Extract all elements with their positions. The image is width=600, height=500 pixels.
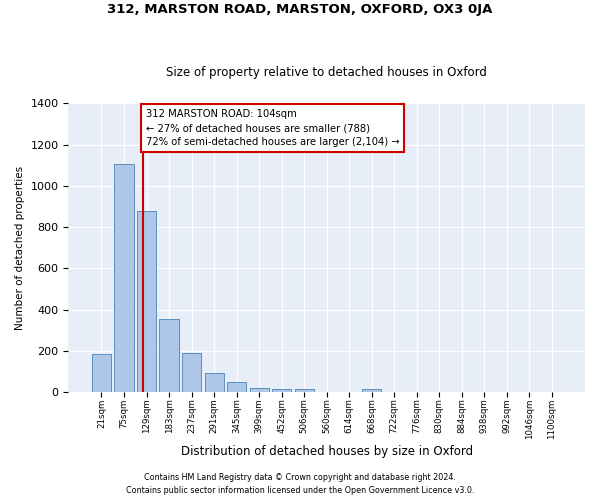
Bar — [182, 353, 201, 393]
Bar — [115, 164, 134, 392]
Bar — [137, 210, 156, 392]
Title: Size of property relative to detached houses in Oxford: Size of property relative to detached ho… — [166, 66, 487, 78]
Text: 312 MARSTON ROAD: 104sqm
← 27% of detached houses are smaller (788)
72% of semi-: 312 MARSTON ROAD: 104sqm ← 27% of detach… — [146, 110, 400, 148]
Bar — [92, 354, 111, 393]
Text: Contains HM Land Registry data © Crown copyright and database right 2024.
Contai: Contains HM Land Registry data © Crown c… — [126, 474, 474, 495]
Bar — [362, 389, 382, 392]
Bar — [160, 319, 179, 392]
Bar — [272, 389, 291, 392]
Y-axis label: Number of detached properties: Number of detached properties — [15, 166, 25, 330]
Bar — [295, 389, 314, 392]
Bar — [205, 372, 224, 392]
X-axis label: Distribution of detached houses by size in Oxford: Distribution of detached houses by size … — [181, 444, 473, 458]
Text: 312, MARSTON ROAD, MARSTON, OXFORD, OX3 0JA: 312, MARSTON ROAD, MARSTON, OXFORD, OX3 … — [107, 2, 493, 16]
Bar — [227, 382, 246, 392]
Bar — [250, 388, 269, 392]
